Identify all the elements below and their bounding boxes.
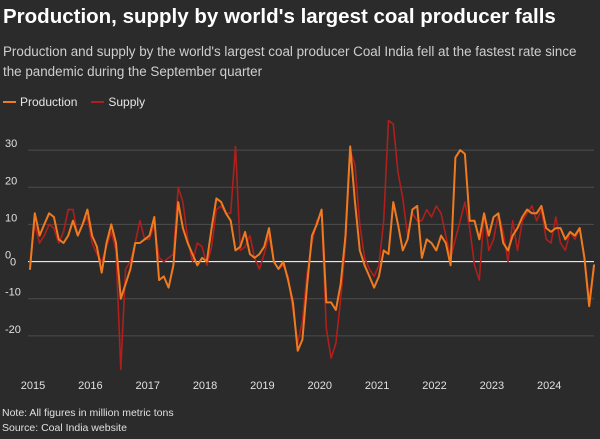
y-tick-label: 0 bbox=[5, 250, 11, 262]
x-tick-label: 2019 bbox=[250, 380, 274, 392]
chart-subtitle: Production and supply by the world's lar… bbox=[3, 44, 577, 79]
y-tick-label: 10 bbox=[5, 212, 17, 224]
y-tick-label: 0 bbox=[10, 257, 16, 269]
x-tick-label: 2023 bbox=[480, 380, 504, 392]
legend-label-production: Production bbox=[20, 95, 78, 109]
axis-layer: -20 -10 0 10 20 30 0 2015 2016 2017 2018 2019 2020 20… bbox=[5, 138, 561, 392]
chart-title: Production, supply by world's largest co… bbox=[3, 5, 556, 28]
y-tick-label: -20 bbox=[5, 324, 21, 336]
x-tick-label: 2015 bbox=[21, 380, 45, 392]
chart-legend: Production Supply bbox=[3, 94, 159, 110]
legend-item-production: Production bbox=[3, 95, 77, 109]
footnote-source: Source: Coal India website bbox=[2, 422, 127, 434]
x-tick-label: 2018 bbox=[193, 380, 217, 392]
series-line-production bbox=[29, 145, 595, 352]
x-tick-label: 2016 bbox=[78, 380, 102, 392]
legend-item-supply: Supply bbox=[91, 95, 145, 109]
y-tick-label: -10 bbox=[5, 287, 21, 299]
legend-swatch-supply bbox=[91, 101, 105, 103]
series-layer bbox=[29, 119, 595, 371]
y-tick-label: 30 bbox=[5, 138, 17, 150]
legend-label-supply: Supply bbox=[108, 95, 146, 109]
x-tick-label: 2017 bbox=[135, 380, 159, 392]
x-tick-label: 2021 bbox=[365, 380, 389, 392]
x-tick-label: 2022 bbox=[422, 380, 446, 392]
legend-swatch-production bbox=[3, 101, 16, 103]
y-tick-label: 20 bbox=[5, 175, 17, 187]
x-tick-label: 2024 bbox=[537, 380, 561, 392]
x-tick-label: 2020 bbox=[308, 380, 332, 392]
footnote-note: Note: All figures in million metric tons bbox=[2, 407, 174, 419]
